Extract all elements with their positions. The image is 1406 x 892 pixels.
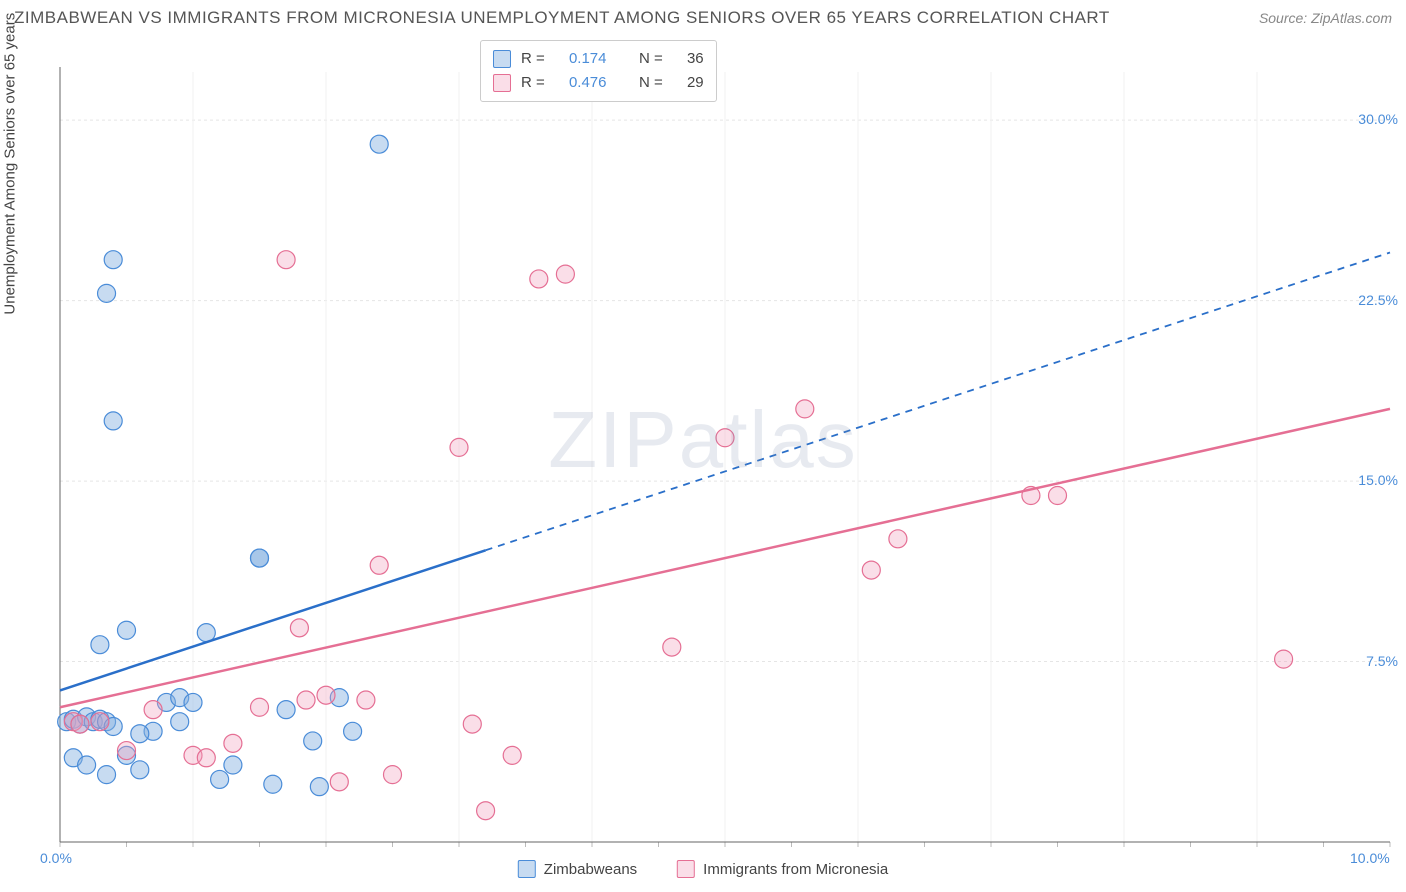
legend-item: Zimbabweans — [518, 860, 637, 878]
source-attr: Source: ZipAtlas.com — [1259, 10, 1392, 26]
legend-item: Immigrants from Micronesia — [677, 860, 888, 878]
y-tick: 7.5% — [1366, 653, 1398, 669]
y-tick: 15.0% — [1358, 472, 1398, 488]
y-tick: 30.0% — [1358, 111, 1398, 127]
chart-title: ZIMBABWEAN VS IMMIGRANTS FROM MICRONESIA… — [14, 8, 1110, 28]
stats-legend: R = 0.174 N = 36 R = 0.476 N = 29 — [480, 40, 717, 102]
y-tick: 22.5% — [1358, 292, 1398, 308]
x-tick: 0.0% — [40, 850, 72, 866]
stats-legend-row: R = 0.174 N = 36 — [493, 47, 704, 71]
x-tick: 10.0% — [1350, 850, 1390, 866]
stats-legend-row: R = 0.476 N = 29 — [493, 71, 704, 95]
chart-area: Unemployment Among Seniors over 65 years… — [0, 32, 1406, 882]
y-axis-label: Unemployment Among Seniors over 65 years — [2, 13, 19, 315]
series-legend: Zimbabweans Immigrants from Micronesia — [518, 860, 888, 878]
scatter-plot-svg — [0, 32, 1406, 852]
